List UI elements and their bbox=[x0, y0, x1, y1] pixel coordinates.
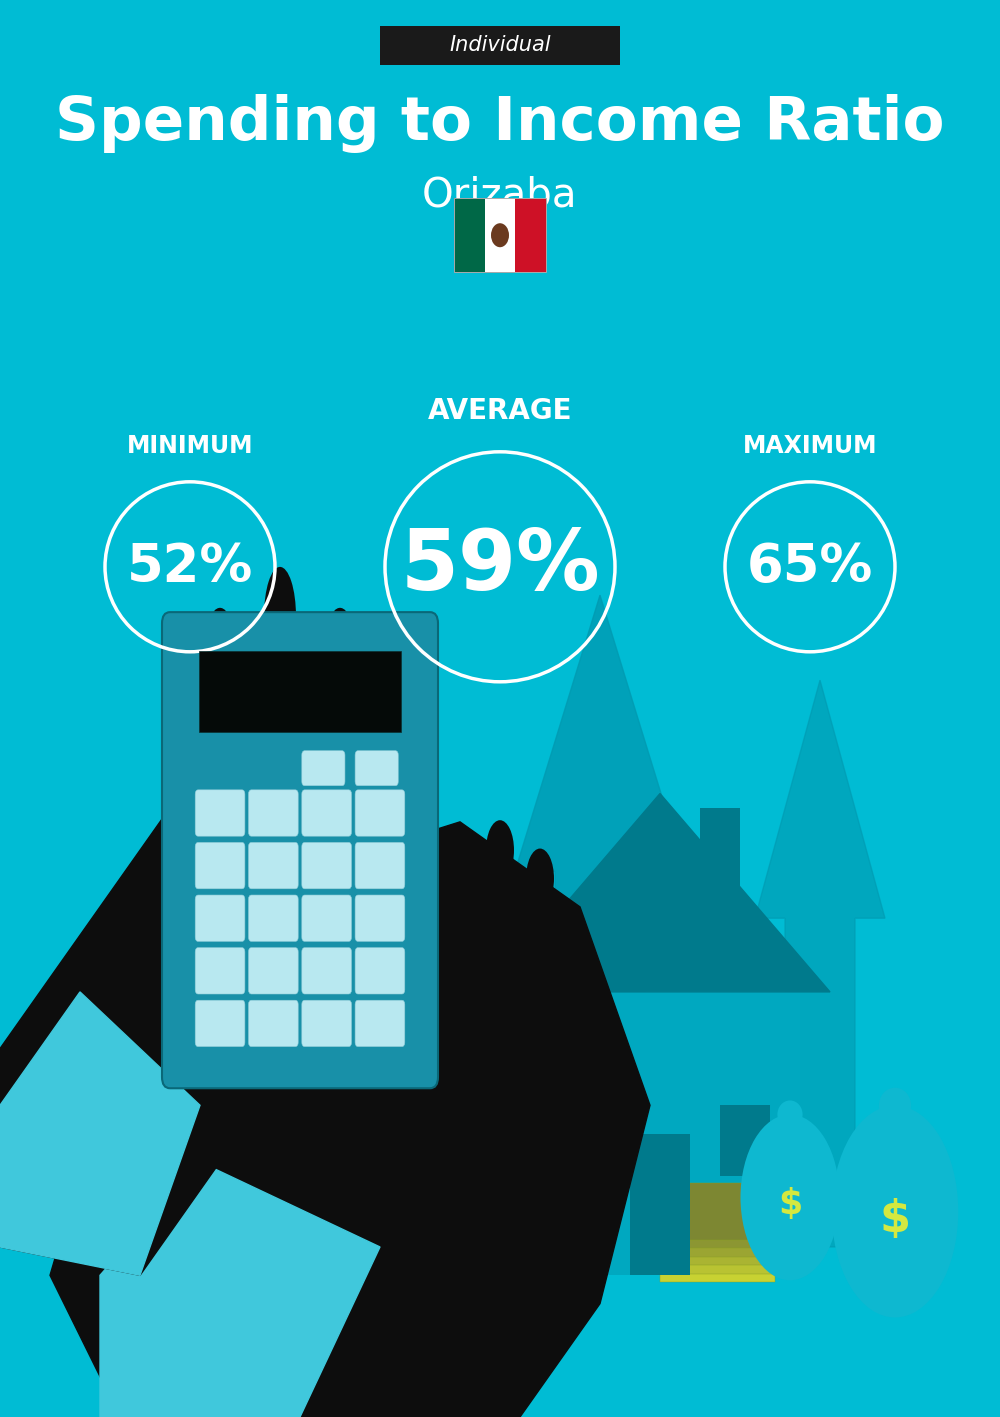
Bar bbox=[454, 198, 485, 272]
FancyBboxPatch shape bbox=[162, 612, 438, 1088]
FancyBboxPatch shape bbox=[355, 1000, 405, 1047]
Bar bbox=[660, 1183, 775, 1240]
FancyBboxPatch shape bbox=[302, 751, 345, 785]
FancyBboxPatch shape bbox=[355, 896, 405, 941]
Bar bbox=[570, 1105, 620, 1176]
Ellipse shape bbox=[832, 1105, 958, 1318]
Ellipse shape bbox=[364, 677, 396, 754]
FancyBboxPatch shape bbox=[302, 789, 352, 836]
Bar bbox=[485, 198, 515, 272]
Text: Individual: Individual bbox=[449, 35, 551, 55]
Ellipse shape bbox=[486, 820, 514, 880]
Ellipse shape bbox=[446, 849, 474, 908]
Text: 59%: 59% bbox=[400, 526, 600, 608]
Bar bbox=[515, 198, 546, 272]
Text: 65%: 65% bbox=[747, 541, 873, 592]
Polygon shape bbox=[50, 822, 650, 1417]
Bar bbox=[660, 1192, 775, 1248]
Ellipse shape bbox=[526, 849, 554, 908]
Bar bbox=[660, 1226, 775, 1282]
Text: $: $ bbox=[880, 1199, 910, 1241]
FancyBboxPatch shape bbox=[195, 789, 245, 836]
Ellipse shape bbox=[879, 1088, 911, 1124]
Bar bbox=[380, 26, 620, 65]
Text: MAXIMUM: MAXIMUM bbox=[743, 435, 877, 458]
Text: MINIMUM: MINIMUM bbox=[127, 435, 253, 458]
Bar bbox=[660, 1217, 775, 1274]
FancyBboxPatch shape bbox=[248, 948, 298, 993]
FancyBboxPatch shape bbox=[302, 843, 352, 888]
FancyBboxPatch shape bbox=[355, 789, 405, 836]
Bar bbox=[454, 198, 546, 272]
Polygon shape bbox=[0, 623, 420, 1275]
Text: AVERAGE: AVERAGE bbox=[428, 397, 572, 425]
FancyBboxPatch shape bbox=[195, 1000, 245, 1047]
Polygon shape bbox=[0, 992, 200, 1275]
Polygon shape bbox=[490, 794, 830, 992]
Bar bbox=[630, 1134, 690, 1275]
FancyBboxPatch shape bbox=[248, 789, 298, 836]
Ellipse shape bbox=[324, 608, 356, 696]
FancyBboxPatch shape bbox=[355, 843, 405, 888]
Bar bbox=[520, 992, 800, 1275]
Ellipse shape bbox=[204, 608, 236, 696]
FancyBboxPatch shape bbox=[248, 843, 298, 888]
FancyBboxPatch shape bbox=[302, 896, 352, 941]
Ellipse shape bbox=[491, 224, 509, 247]
Ellipse shape bbox=[740, 1114, 840, 1281]
FancyBboxPatch shape bbox=[355, 751, 398, 785]
FancyBboxPatch shape bbox=[355, 948, 405, 993]
FancyBboxPatch shape bbox=[302, 948, 352, 993]
Bar bbox=[199, 650, 401, 733]
Text: $: $ bbox=[778, 1187, 802, 1220]
Ellipse shape bbox=[546, 905, 574, 965]
Polygon shape bbox=[100, 1162, 380, 1417]
Bar bbox=[720, 1105, 770, 1176]
FancyBboxPatch shape bbox=[195, 843, 245, 888]
FancyBboxPatch shape bbox=[248, 1000, 298, 1047]
Ellipse shape bbox=[777, 1101, 803, 1128]
Bar bbox=[700, 808, 740, 907]
Bar bbox=[660, 1209, 775, 1265]
Text: 52%: 52% bbox=[127, 541, 253, 592]
Text: Orizaba: Orizaba bbox=[422, 176, 578, 215]
FancyBboxPatch shape bbox=[248, 896, 298, 941]
Text: Spending to Income Ratio: Spending to Income Ratio bbox=[55, 94, 945, 153]
Bar bbox=[660, 1200, 775, 1257]
FancyBboxPatch shape bbox=[195, 948, 245, 993]
FancyBboxPatch shape bbox=[195, 896, 245, 941]
Polygon shape bbox=[515, 595, 685, 1247]
Ellipse shape bbox=[264, 567, 296, 666]
FancyBboxPatch shape bbox=[302, 1000, 352, 1047]
Polygon shape bbox=[755, 680, 885, 1247]
